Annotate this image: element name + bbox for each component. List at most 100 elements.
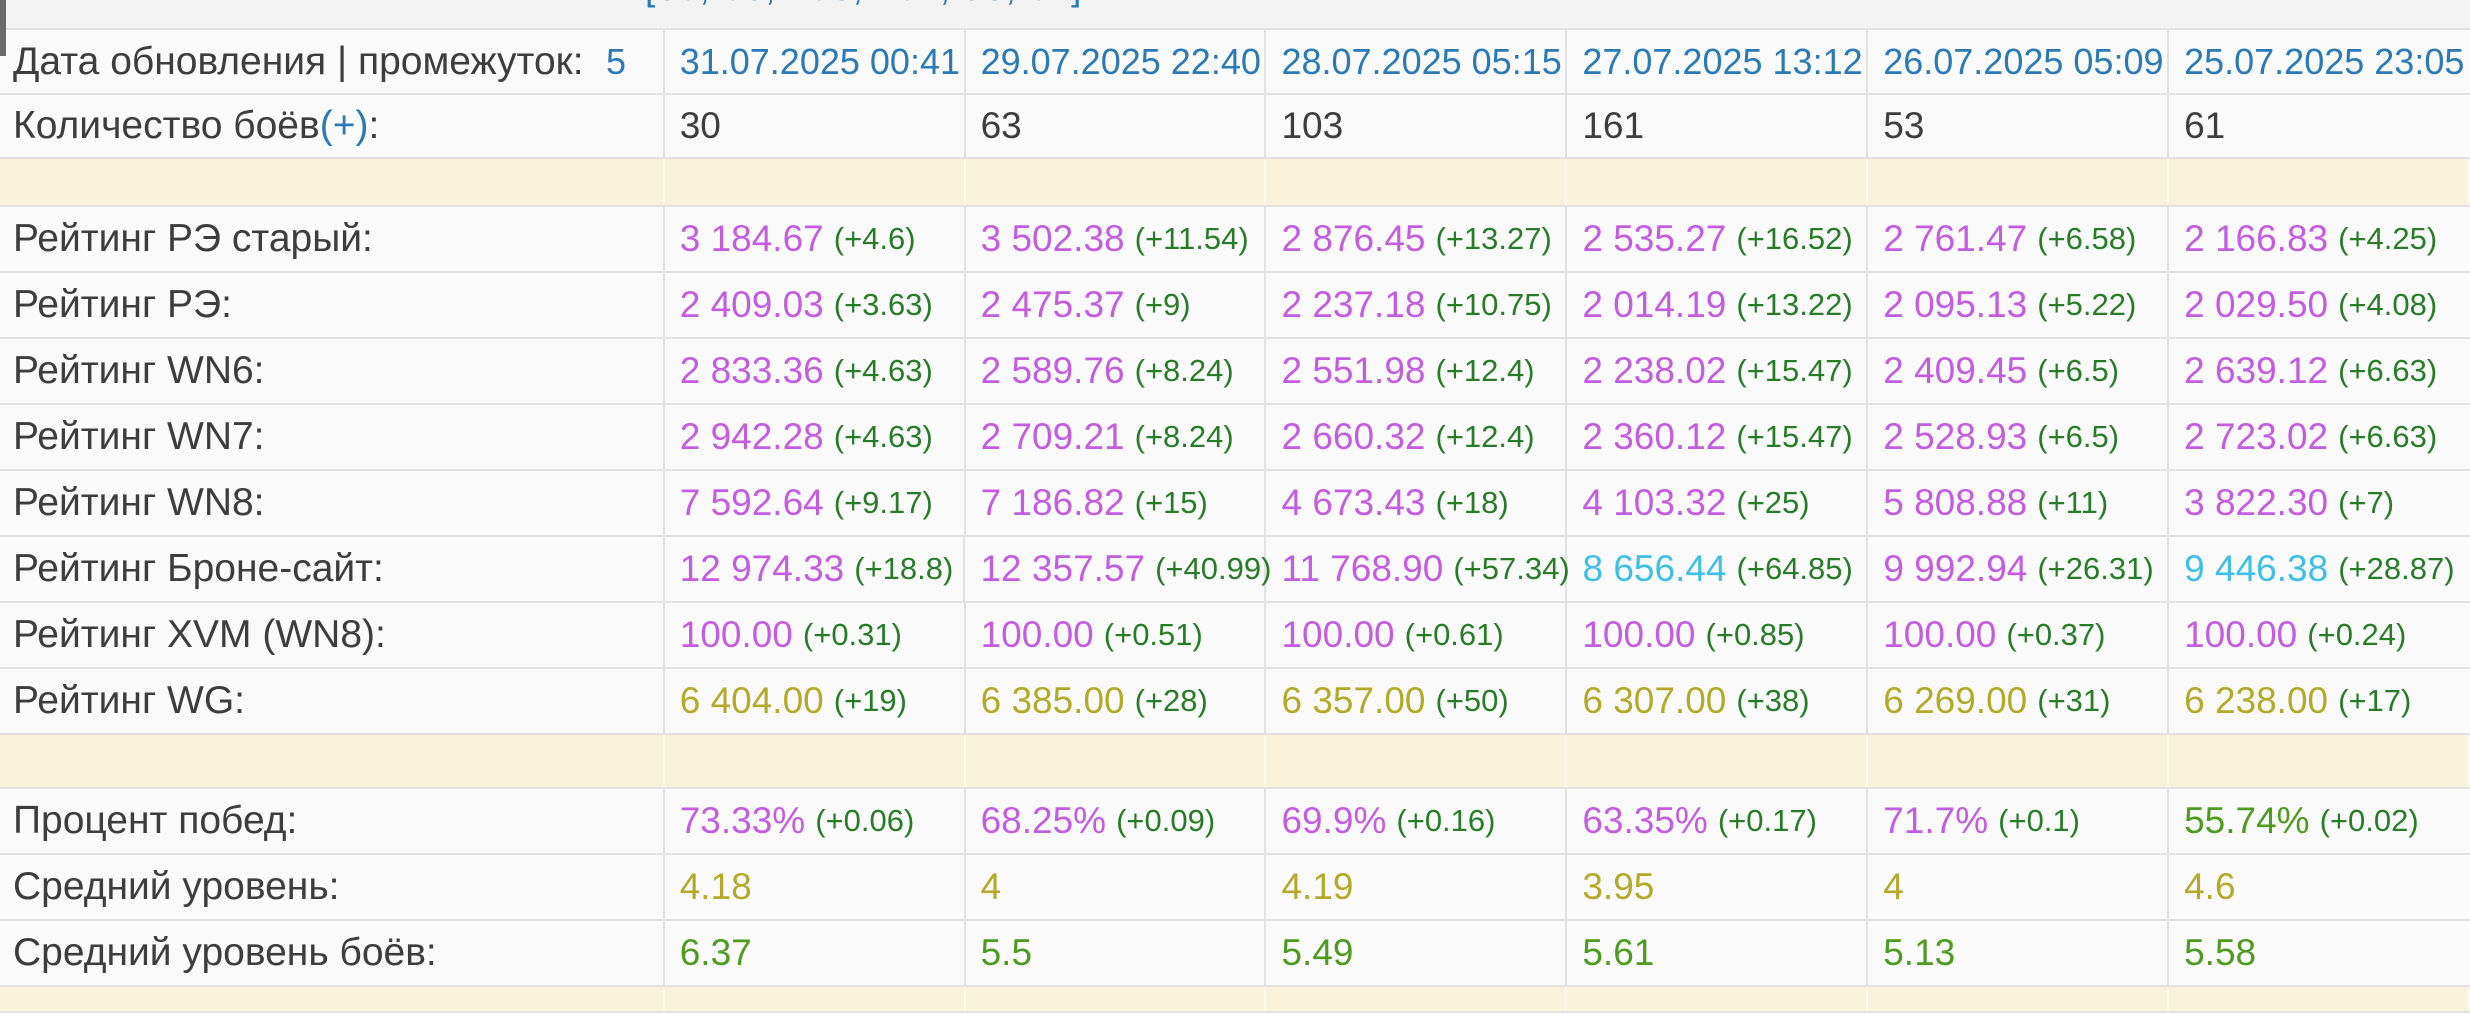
rating-value-cell: 6 357.00 (+50)	[1266, 669, 1568, 733]
date-header-cell[interactable]: 28.07.2025 05:15	[1266, 30, 1568, 93]
section-separator	[0, 987, 2470, 1013]
separator-cell	[1868, 735, 2170, 787]
separator-cell	[965, 735, 1267, 787]
rating-value: 2 639.12	[2184, 350, 2329, 391]
rating-value: 4.19	[1281, 866, 1354, 907]
row-label-cell: Количество боёв (+):	[0, 95, 665, 157]
rating-value: 4 103.32	[1582, 482, 1727, 523]
rating-delta: (+8.24)	[1134, 353, 1234, 388]
date-header-cell[interactable]: 27.07.2025 13:12	[1567, 30, 1869, 93]
clipped-top-row: [30, 63, 103, 161, 53, 61]	[0, 0, 2470, 30]
rating-value-cell: 5.49	[1266, 921, 1568, 985]
rating-delta: (+64.85)	[1736, 551, 1853, 586]
date-header-text[interactable]: 25.07.2025 23:05	[2184, 40, 2465, 82]
row-label: Рейтинг WN8:	[13, 481, 265, 524]
date-header-cell[interactable]: 25.07.2025 23:05	[2169, 30, 2470, 93]
rating-value: 2 237.18	[1281, 284, 1426, 325]
rating-value-cell: 6 404.00 (+19)	[665, 669, 966, 733]
rating-delta: (+0.24)	[2307, 617, 2407, 652]
rating-value-cell: 71.7% (+0.1)	[1868, 789, 2170, 853]
rating-value: 8 656.44	[1582, 548, 1727, 589]
table-row: Рейтинг WG: 6 404.00 (+19) 6 385.00 (+28) 6 3…	[0, 669, 2470, 735]
separator-cell	[664, 735, 966, 787]
rating-delta: (+57.34)	[1453, 551, 1570, 586]
rating-value: 9 446.38	[2184, 548, 2329, 589]
rating-value: 4.6	[2184, 866, 2236, 907]
date-header-cell[interactable]: 31.07.2025 00:41	[665, 30, 966, 93]
rating-value-cell: 2 709.21 (+8.24)	[966, 405, 1267, 469]
rating-value: 100.00	[1582, 614, 1696, 655]
rating-delta: (+3.63)	[833, 287, 933, 322]
rating-value: 2 360.12	[1582, 416, 1727, 457]
separator-cell	[965, 987, 1267, 1011]
rating-value: 6 404.00	[679, 680, 824, 721]
row-label-cell: Средний уровень боёв:	[0, 921, 665, 985]
rating-value: 2 528.93	[1883, 416, 2028, 457]
rating-delta: (+13.22)	[1736, 287, 1853, 322]
rating-value: 5.49	[1281, 932, 1354, 973]
separator-cell	[2169, 987, 2470, 1011]
rating-delta: (+6.63)	[2338, 419, 2438, 454]
rating-value-cell: 2 014.19 (+13.22)	[1567, 273, 1869, 337]
rating-value-cell: 100.00 (+0.85)	[1567, 603, 1869, 667]
row-label-cell: Дата обновления | промежуток: 5	[0, 30, 665, 93]
rating-delta: (+0.1)	[1998, 803, 2080, 838]
clipped-link-text[interactable]: [30, 63, 103, 161, 53, 61]	[645, 0, 1082, 9]
rating-delta: (+28.87)	[2338, 551, 2455, 586]
separator-cell	[664, 159, 966, 205]
rating-value-cell: 4 673.43 (+18)	[1266, 471, 1568, 535]
separator-cell	[965, 159, 1267, 205]
rating-value-cell: 73.33% (+0.06)	[665, 789, 966, 853]
rating-value: 3 184.67	[679, 218, 824, 259]
rating-value-cell: 2 761.47 (+6.58)	[1868, 207, 2170, 271]
battles-count-cell: 63	[966, 95, 1267, 157]
date-header-cell[interactable]: 29.07.2025 22:40	[966, 30, 1267, 93]
rating-value-cell: 100.00 (+0.37)	[1868, 603, 2170, 667]
rating-delta: (+31)	[2037, 683, 2111, 718]
rating-value-cell: 4.6	[2169, 855, 2470, 919]
rating-value: 2 589.76	[980, 350, 1125, 391]
table-row: Рейтинг WN6: 2 833.36 (+4.63) 2 589.76 (+8.2…	[0, 339, 2470, 405]
rating-delta: (+50)	[1435, 683, 1509, 718]
table-row: Рейтинг Броне-сайт: 12 974.33 (+18.8) 12 35…	[0, 537, 2470, 603]
date-header-text[interactable]: 27.07.2025 13:12	[1582, 40, 1863, 82]
rating-delta: (+6.63)	[2338, 353, 2438, 388]
rating-delta: (+6.58)	[2037, 221, 2137, 256]
rating-value-cell: 2 639.12 (+6.63)	[2169, 339, 2470, 403]
date-header-text[interactable]: 26.07.2025 05:09	[1883, 40, 2164, 82]
rating-value: 100.00	[1281, 614, 1395, 655]
date-header-text[interactable]: 31.07.2025 00:41	[679, 40, 960, 82]
rating-value-cell: 2 660.32 (+12.4)	[1266, 405, 1568, 469]
expand-battles-link[interactable]: (+)	[319, 104, 369, 147]
rating-delta: (+28)	[1134, 683, 1208, 718]
rating-delta: (+4.63)	[833, 419, 933, 454]
separator-cell	[0, 735, 665, 787]
rating-value: 12 974.33	[679, 548, 845, 589]
rating-value: 55.74%	[2184, 800, 2310, 841]
rating-value-cell: 4	[1868, 855, 2170, 919]
battles-count-cell: 103	[1266, 95, 1568, 157]
screen-edge-artifact	[0, 0, 6, 56]
rating-value-cell: 5.61	[1567, 921, 1869, 985]
rating-value-cell: 12 357.57 (+40.99)	[965, 537, 1271, 601]
rating-value: 5 808.88	[1883, 482, 2028, 523]
rating-delta: (+5.22)	[2037, 287, 2137, 322]
battles-count: 53	[1883, 105, 1925, 146]
battles-count: 61	[2184, 105, 2226, 146]
row-label-cell: Рейтинг WN7:	[0, 405, 665, 469]
table-row: Рейтинг WN8: 7 592.64 (+9.17) 7 186.82 (+15)…	[0, 471, 2470, 537]
date-header-cell[interactable]: 26.07.2025 05:09	[1868, 30, 2170, 93]
date-header-text[interactable]: 28.07.2025 05:15	[1281, 40, 1562, 82]
row-label-cell: Рейтинг XVM (WN8):	[0, 603, 665, 667]
rating-value-cell: 2 029.50 (+4.08)	[2169, 273, 2470, 337]
date-header-text[interactable]: 29.07.2025 22:40	[980, 40, 1261, 82]
rating-value-cell: 6 269.00 (+31)	[1868, 669, 2170, 733]
section-separator	[0, 159, 2470, 207]
rating-value-cell: 2 475.37 (+9)	[966, 273, 1267, 337]
rating-delta: (+0.09)	[1116, 803, 1216, 838]
rating-delta: (+4.25)	[2338, 221, 2438, 256]
rating-value: 2 238.02	[1582, 350, 1727, 391]
rating-value-cell: 6.37	[665, 921, 966, 985]
rating-value: 7 592.64	[679, 482, 824, 523]
row-label: Средний уровень боёв:	[13, 931, 437, 974]
